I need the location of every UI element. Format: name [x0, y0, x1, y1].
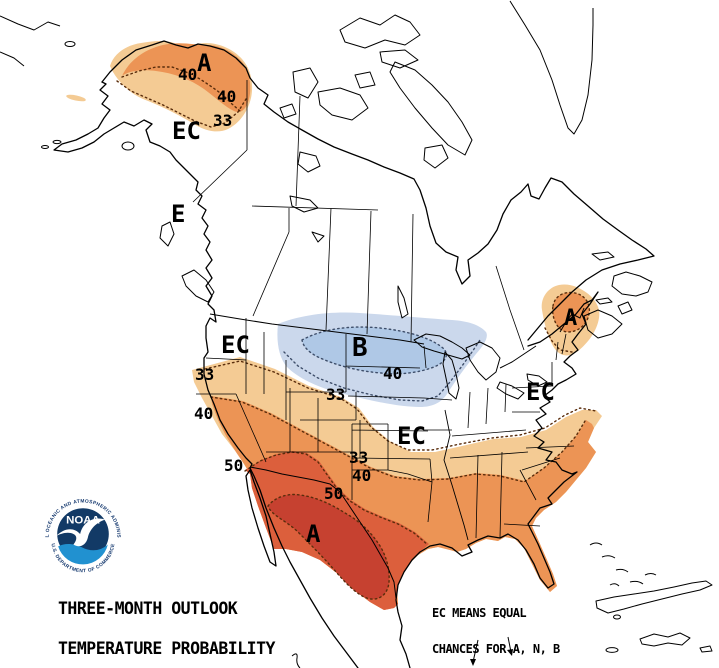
lakes — [289, 151, 548, 400]
map-label-texas-a: A — [306, 520, 321, 548]
great-bear-lake — [297, 151, 321, 173]
map-label-northwest-ec: EC — [221, 331, 250, 359]
map-label-northwest-40: 40 — [194, 404, 213, 423]
title-line-2: TEMPERATURE PROBABILITY — [58, 639, 275, 658]
aleutian-33-dash — [66, 94, 86, 102]
map-label-bc-e: E — [171, 200, 185, 228]
above-40-50-area — [211, 396, 596, 610]
map-label-texas-50: 50 — [324, 484, 343, 503]
contour-33-south — [204, 360, 597, 451]
map-label-dakotas-40: 40 — [383, 364, 402, 383]
map-label-alaska-40-lower: 40 — [217, 87, 236, 106]
lake-superior — [413, 333, 471, 360]
above-60-core-area — [268, 494, 390, 600]
map-label-alaska-40-upper: 40 — [178, 65, 197, 84]
east-gulf-coast — [395, 291, 599, 668]
greenland — [509, 0, 594, 135]
noaa-logo: NOAA NATIONAL OCEANIC AND ATMOSPHERIC AD… — [40, 491, 121, 574]
below-normal-region — [277, 312, 487, 407]
legend-line-1: EC MEANS EQUAL — [432, 606, 527, 620]
contour-60-core — [267, 493, 390, 600]
baja-peninsula — [245, 469, 277, 567]
map-label-alaska-33: 33 — [213, 111, 232, 130]
us-state-borders — [196, 318, 575, 539]
contour-33-alaska — [116, 80, 247, 128]
map-label-dakotas-b: B — [352, 333, 368, 363]
below-40-50-area — [302, 327, 447, 374]
alaska-40-50-area — [122, 43, 251, 113]
map-label-maine-a: A — [564, 306, 577, 331]
above-normal-south-region — [192, 357, 602, 610]
arctic-mainland-coast — [101, 40, 655, 341]
noaa-acronym: NOAA — [66, 514, 100, 526]
noaa-gull-icon — [56, 518, 105, 547]
map-label-southwest-50: 50 — [224, 456, 243, 475]
lake-ontario — [526, 373, 548, 387]
legend-leader-arrows — [470, 636, 513, 666]
contour-33-plains — [283, 339, 481, 402]
map-label-alaska-a: A — [197, 49, 212, 77]
map-label-alaska-ec: EC — [172, 117, 201, 145]
map-label-plains-40: 40 — [352, 466, 371, 485]
contour-50-south — [244, 451, 429, 546]
lake-erie — [496, 381, 525, 400]
hispaniola — [639, 632, 691, 647]
lake-huron — [465, 341, 501, 381]
title-block: THREE-MONTH OUTLOOK TEMPERATURE PROBABIL… — [58, 576, 275, 668]
mississippi-river — [443, 409, 469, 541]
map-label-plains-33: 33 — [349, 448, 368, 467]
pacific-coast — [53, 81, 359, 668]
lake-winnipeg — [397, 285, 409, 319]
lake-michigan — [442, 351, 460, 400]
title-line-1: THREE-MONTH OUTLOOK — [58, 599, 238, 619]
contour-40-plains — [301, 326, 447, 375]
contour-northeast-outer — [544, 327, 573, 353]
map-label-central-ec: EC — [397, 422, 426, 450]
contour-40-south — [210, 396, 586, 483]
canada-province-borders — [192, 80, 525, 351]
noaa-sea — [58, 543, 108, 565]
above-normal-alaska-region — [66, 41, 253, 132]
lake-athabasca — [311, 231, 325, 243]
mexico-coast-mark — [291, 653, 301, 668]
cuba — [595, 580, 713, 614]
probability-contours — [116, 66, 597, 600]
legend-line-2: CHANCES FOR A, N, B — [432, 642, 560, 656]
map-label-dakotas-33: 33 — [326, 385, 345, 404]
coastlines — [53, 40, 655, 668]
map-label-newyork-ec: EC — [526, 378, 555, 406]
us-canada-border — [209, 307, 585, 369]
map-label-northwest-33: 33 — [195, 365, 214, 384]
us-mexico-border — [249, 466, 397, 599]
great-slave-lake — [289, 195, 319, 213]
legend-block: EC MEANS EQUAL CHANCES FOR A, N, B A MEA… — [432, 583, 560, 668]
borders — [192, 80, 585, 599]
islands — [0, 0, 713, 653]
